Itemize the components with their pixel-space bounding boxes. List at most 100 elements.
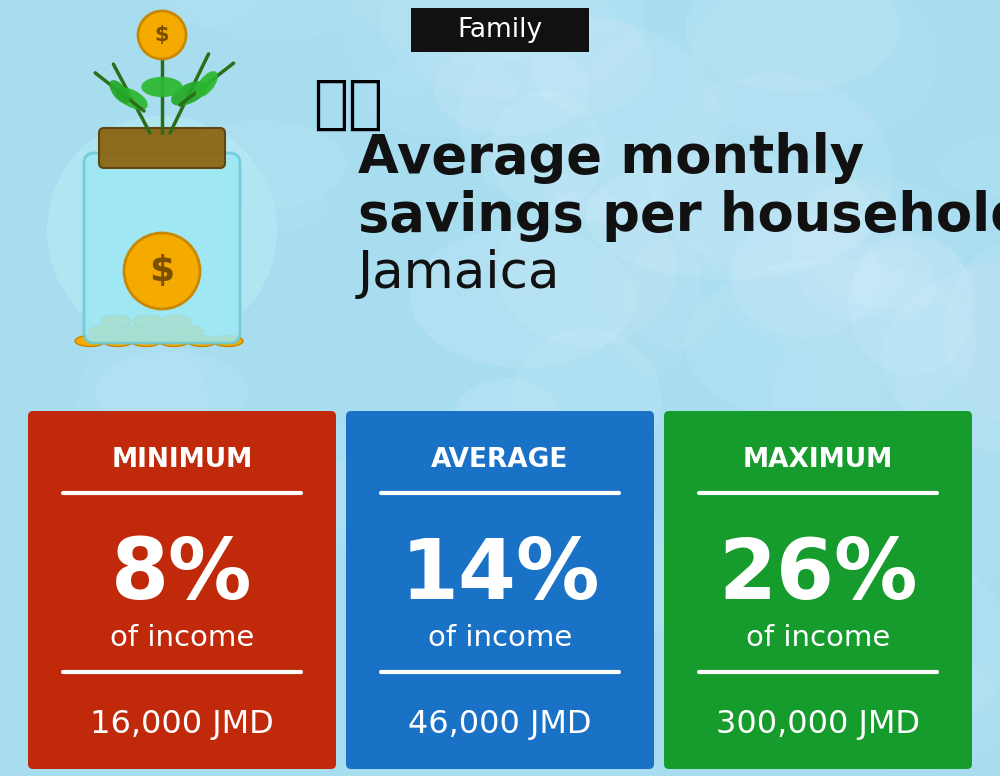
Ellipse shape: [585, 153, 873, 279]
Ellipse shape: [131, 335, 161, 347]
Text: 🇯🇲: 🇯🇲: [313, 75, 383, 133]
Ellipse shape: [731, 215, 881, 338]
Ellipse shape: [147, 0, 412, 40]
Ellipse shape: [685, 258, 976, 427]
Ellipse shape: [89, 325, 119, 337]
Ellipse shape: [584, 31, 739, 164]
Text: savings per household in: savings per household in: [358, 190, 1000, 242]
Ellipse shape: [512, 328, 662, 474]
Ellipse shape: [820, 240, 973, 309]
Text: Family: Family: [457, 17, 543, 43]
Ellipse shape: [772, 320, 886, 477]
Ellipse shape: [166, 0, 360, 40]
Ellipse shape: [691, 0, 938, 147]
Ellipse shape: [862, 423, 1000, 589]
FancyBboxPatch shape: [28, 411, 336, 769]
FancyBboxPatch shape: [84, 153, 240, 343]
Ellipse shape: [366, 54, 516, 137]
Ellipse shape: [213, 335, 243, 347]
Text: 14%: 14%: [400, 535, 600, 616]
Ellipse shape: [117, 325, 147, 337]
Ellipse shape: [497, 192, 676, 346]
Text: Jamaica: Jamaica: [358, 249, 560, 299]
Text: 26%: 26%: [718, 535, 918, 616]
Ellipse shape: [101, 316, 131, 327]
Ellipse shape: [433, 41, 590, 135]
Ellipse shape: [256, 502, 373, 593]
Ellipse shape: [642, 88, 768, 224]
Ellipse shape: [161, 316, 191, 327]
Ellipse shape: [625, 238, 725, 350]
Ellipse shape: [462, 0, 638, 96]
Ellipse shape: [925, 455, 1000, 601]
Ellipse shape: [818, 653, 1000, 771]
Ellipse shape: [185, 171, 327, 234]
Text: AVERAGE: AVERAGE: [431, 447, 569, 473]
Ellipse shape: [47, 116, 277, 346]
Ellipse shape: [410, 227, 635, 368]
Text: 300,000 JMD: 300,000 JMD: [716, 708, 920, 740]
Ellipse shape: [453, 379, 562, 463]
Ellipse shape: [328, 166, 558, 300]
Ellipse shape: [196, 71, 218, 97]
Ellipse shape: [75, 335, 105, 347]
Ellipse shape: [763, 501, 1000, 636]
Ellipse shape: [77, 327, 210, 499]
Ellipse shape: [895, 291, 1000, 354]
Text: of income: of income: [428, 624, 572, 652]
Ellipse shape: [24, 546, 111, 695]
Ellipse shape: [141, 0, 279, 28]
Ellipse shape: [103, 335, 133, 347]
Ellipse shape: [281, 455, 547, 534]
Ellipse shape: [814, 293, 1000, 473]
Text: 46,000 JMD: 46,000 JMD: [408, 708, 592, 740]
Ellipse shape: [882, 260, 1000, 455]
Ellipse shape: [187, 335, 217, 347]
Circle shape: [124, 233, 200, 309]
FancyBboxPatch shape: [664, 411, 972, 769]
Text: $: $: [149, 254, 175, 288]
Ellipse shape: [116, 88, 148, 109]
Ellipse shape: [173, 120, 347, 210]
Ellipse shape: [159, 335, 189, 347]
Text: 16,000 JMD: 16,000 JMD: [90, 708, 274, 740]
Ellipse shape: [581, 637, 666, 771]
FancyBboxPatch shape: [99, 128, 225, 168]
Ellipse shape: [270, 424, 457, 547]
Ellipse shape: [95, 352, 248, 431]
Ellipse shape: [723, 226, 972, 355]
Ellipse shape: [849, 234, 974, 376]
Ellipse shape: [884, 570, 1000, 723]
Circle shape: [138, 11, 186, 59]
Ellipse shape: [648, 74, 893, 271]
Ellipse shape: [676, 0, 889, 183]
Ellipse shape: [921, 9, 1000, 195]
Ellipse shape: [938, 136, 1000, 197]
Ellipse shape: [458, 19, 719, 218]
Ellipse shape: [43, 434, 208, 532]
Ellipse shape: [530, 15, 652, 114]
Ellipse shape: [379, 0, 646, 99]
Ellipse shape: [418, 620, 607, 684]
Text: MINIMUM: MINIMUM: [111, 447, 253, 473]
Text: of income: of income: [746, 624, 890, 652]
Text: MAXIMUM: MAXIMUM: [743, 447, 893, 473]
Ellipse shape: [109, 80, 130, 104]
Ellipse shape: [549, 137, 666, 223]
Ellipse shape: [815, 372, 944, 532]
FancyBboxPatch shape: [346, 411, 654, 769]
Text: 8%: 8%: [111, 535, 253, 616]
Ellipse shape: [173, 325, 203, 337]
Ellipse shape: [171, 81, 208, 106]
Ellipse shape: [854, 247, 936, 321]
Ellipse shape: [613, 531, 845, 645]
Ellipse shape: [490, 92, 604, 210]
Ellipse shape: [685, 0, 900, 92]
Ellipse shape: [677, 434, 828, 598]
Ellipse shape: [133, 316, 163, 327]
Ellipse shape: [145, 325, 175, 337]
Text: of income: of income: [110, 624, 254, 652]
Ellipse shape: [141, 77, 183, 97]
Ellipse shape: [345, 0, 637, 47]
Ellipse shape: [792, 181, 912, 320]
